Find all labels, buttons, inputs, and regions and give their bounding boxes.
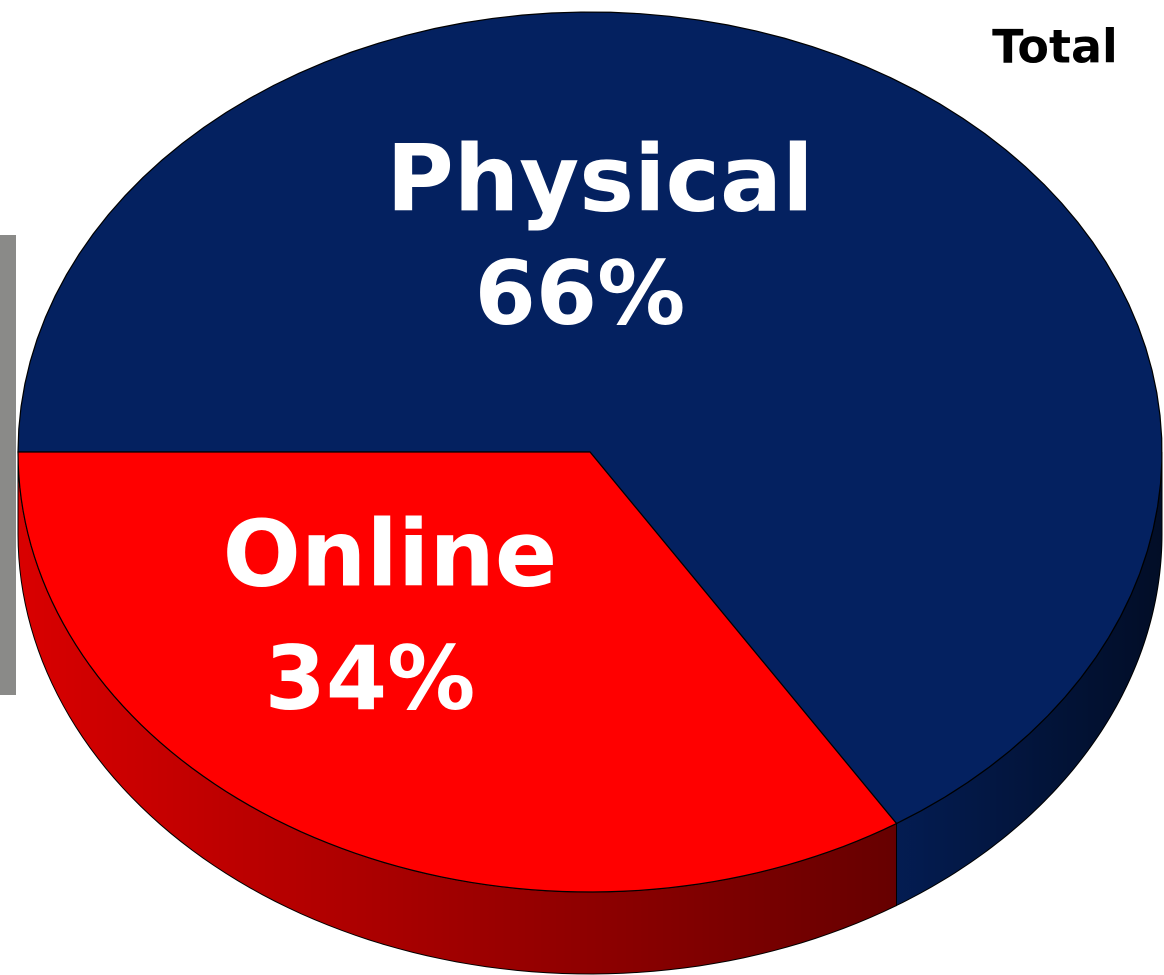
slice-label: Online bbox=[223, 500, 558, 607]
slice-value-label: 66% bbox=[475, 242, 686, 345]
chart-title: Total bbox=[992, 20, 1118, 74]
slice-label: Physical bbox=[386, 125, 813, 232]
background-photo bbox=[0, 235, 16, 695]
slice bbox=[17, 11, 1163, 825]
slice-side-shade bbox=[896, 452, 1162, 906]
slice-value-label: 34% bbox=[265, 627, 476, 730]
slice bbox=[17, 451, 898, 893]
slice-side-shade bbox=[18, 452, 897, 974]
